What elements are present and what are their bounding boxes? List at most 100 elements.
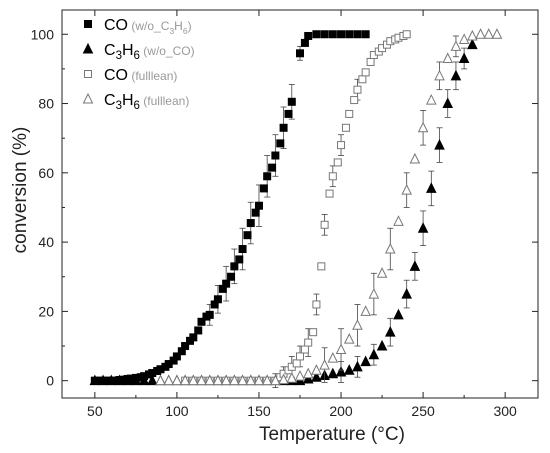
y-tick-label: 0 <box>46 373 54 389</box>
data-point <box>279 123 288 132</box>
series-c3h6_wo <box>89 38 478 386</box>
legend-entry-label: CO (fulllean) <box>104 67 177 84</box>
data-point <box>434 138 445 150</box>
data-point <box>384 326 396 337</box>
data-point <box>368 287 380 299</box>
data-point <box>238 245 247 254</box>
data-point <box>358 75 367 84</box>
data-point <box>196 374 207 386</box>
data-point <box>337 30 346 39</box>
data-point <box>384 242 396 254</box>
data-point <box>284 109 293 118</box>
data-point <box>409 152 421 164</box>
data-point <box>417 121 429 133</box>
data-point <box>197 317 206 326</box>
legend-marker <box>82 42 94 54</box>
data-point <box>227 272 236 281</box>
data-point <box>296 352 304 361</box>
data-point <box>194 326 203 335</box>
data-point <box>368 348 380 360</box>
data-point <box>475 28 486 39</box>
y-tick-label: 60 <box>38 165 54 181</box>
data-point <box>417 222 429 233</box>
data-point <box>317 262 326 271</box>
data-point <box>294 370 306 381</box>
data-point <box>114 374 125 386</box>
data-point <box>467 38 478 50</box>
data-point <box>278 373 289 385</box>
data-point <box>246 219 255 228</box>
data-point <box>353 30 362 39</box>
legend: CO (w/o_C3H6) C3H6 (w/o_CO) CO (fulllean) C… <box>82 17 195 112</box>
data-point <box>335 343 347 354</box>
x-tick-label: 200 <box>329 403 353 419</box>
data-point <box>333 158 342 167</box>
x-tick-label: 150 <box>247 403 271 419</box>
data-point <box>254 201 263 210</box>
x-tick-label: 50 <box>87 403 103 419</box>
y-tick-label: 100 <box>31 26 55 42</box>
data-point <box>268 163 277 172</box>
data-point <box>229 374 240 386</box>
y-tick-label: 20 <box>38 303 54 319</box>
data-point <box>458 33 470 44</box>
data-point <box>325 189 334 198</box>
x-axis-label: Temperature (°C) <box>259 424 405 445</box>
legend-entry-label: C3H6 (fulllean) <box>104 92 189 112</box>
data-point <box>426 182 437 193</box>
data-point <box>345 30 354 39</box>
data-point <box>402 30 411 39</box>
data-point <box>163 374 174 386</box>
data-point <box>491 28 503 39</box>
x-tick-label: 250 <box>411 403 435 419</box>
data-point <box>130 374 142 386</box>
data-point <box>204 374 216 386</box>
data-point <box>304 338 313 347</box>
data-point <box>360 355 371 367</box>
data-point <box>105 374 117 386</box>
data-point <box>483 28 495 39</box>
data-point <box>171 374 183 386</box>
data-point <box>343 364 355 375</box>
data-point <box>450 69 462 81</box>
data-point <box>319 358 330 370</box>
data-point <box>345 109 354 118</box>
data-point <box>304 31 313 40</box>
data-series <box>89 28 503 389</box>
data-point <box>237 374 248 386</box>
data-point <box>287 97 296 106</box>
data-point <box>311 371 322 382</box>
data-point <box>312 30 321 39</box>
x-axis-ticks: 50 100 150 200 250 300 <box>87 10 517 419</box>
data-point <box>366 57 375 66</box>
x-tick-label: 100 <box>165 403 189 419</box>
data-point <box>361 68 370 77</box>
data-point <box>263 172 272 181</box>
data-point <box>352 360 363 372</box>
data-point <box>309 328 318 337</box>
data-point <box>458 52 470 63</box>
data-point <box>409 260 421 271</box>
data-point <box>353 85 362 94</box>
data-point <box>312 300 321 309</box>
y-tick-label: 80 <box>38 96 54 112</box>
legend-marker <box>82 92 94 104</box>
data-point <box>337 141 346 150</box>
series-co_wo <box>90 30 370 385</box>
data-point <box>261 374 273 386</box>
data-point <box>327 352 339 363</box>
data-point <box>328 172 337 181</box>
legend-marker <box>84 70 92 78</box>
data-point <box>311 364 322 375</box>
data-point <box>327 367 339 379</box>
data-point <box>205 310 214 319</box>
data-point <box>442 97 454 109</box>
data-point <box>270 374 281 386</box>
data-point <box>259 184 268 193</box>
legend-entry-label: C3H6 (w/o_CO) <box>104 42 195 62</box>
series-c3h6_full <box>155 28 503 386</box>
data-point <box>155 374 166 386</box>
data-point <box>335 365 347 377</box>
data-point <box>426 93 437 105</box>
data-point <box>213 295 222 304</box>
